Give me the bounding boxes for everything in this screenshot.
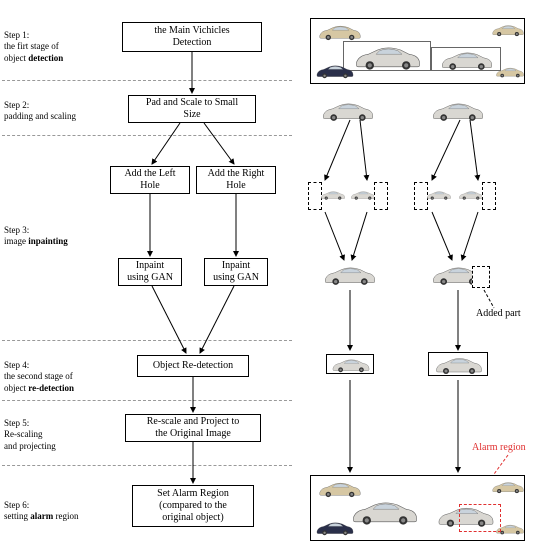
box-rescale-project: Re-scale and Project tothe Original Imag… [125, 414, 261, 442]
car-icon [329, 357, 373, 373]
alarm-region-label: Alarm region [472, 442, 526, 453]
divider-3 [2, 340, 292, 341]
car-icon [317, 23, 363, 41]
box-inpaint-right: Inpaintusing GAN [204, 258, 268, 286]
divider-2 [2, 135, 292, 136]
step-3-label: Step 3: image inpainting [4, 225, 94, 248]
car-icon [426, 188, 452, 202]
car-icon [343, 498, 427, 526]
box-set-alarm-region: Set Alarm Region(compared to theoriginal… [132, 485, 254, 527]
redetect-box-right [428, 352, 488, 376]
step-1-label: Step 1: the firt stage of object detecti… [4, 30, 94, 64]
detected-car-a-frame [343, 41, 431, 71]
car-icon [431, 355, 487, 375]
divider-5 [2, 465, 292, 466]
step-5-label: Step 5: Re-scaling and projecting [4, 418, 94, 452]
car-icon [495, 65, 525, 79]
added-part-box [472, 266, 490, 288]
car-icon [320, 188, 346, 202]
car-icon [315, 63, 355, 79]
box-inpaint-left: Inpaintusing GAN [118, 258, 182, 286]
box-main-detection: the Main VichiclesDetection [122, 22, 262, 52]
car-icon [346, 43, 430, 71]
added-part-label: Added part [476, 308, 521, 319]
car-icon [491, 23, 525, 37]
car-icon [458, 188, 484, 202]
box-add-left-hole: Add the LeftHole [110, 166, 190, 194]
detected-car-b-frame [431, 47, 501, 71]
step-4-label: Step 4: the second stage of object re-de… [4, 360, 94, 394]
inpainted-car-left [322, 264, 378, 286]
final-scene-frame [310, 475, 525, 541]
car-icon [491, 480, 525, 494]
hole-left-b [350, 182, 388, 210]
redetect-box-left [326, 354, 374, 374]
car-icon [317, 480, 363, 498]
divider-1 [2, 80, 292, 81]
hole-right-b [458, 182, 496, 210]
box-pad-scale: Pad and Scale to SmallSize [128, 95, 256, 123]
step-2-label: Step 2: padding and scaling [4, 100, 94, 123]
step-6-label: Step 6: setting alarm region [4, 500, 94, 523]
scaled-car-left [320, 100, 376, 122]
car-icon [434, 49, 500, 71]
initial-scene-frame [310, 18, 525, 84]
alarm-region-box [459, 504, 501, 532]
scaled-car-right [430, 100, 486, 122]
hole-right-a [414, 182, 452, 210]
hole-left-a [308, 182, 346, 210]
divider-4 [2, 400, 292, 401]
box-object-redetection: Object Re-detection [137, 355, 249, 377]
car-icon [315, 520, 355, 536]
box-add-right-hole: Add the RightHole [196, 166, 276, 194]
car-icon [350, 188, 376, 202]
